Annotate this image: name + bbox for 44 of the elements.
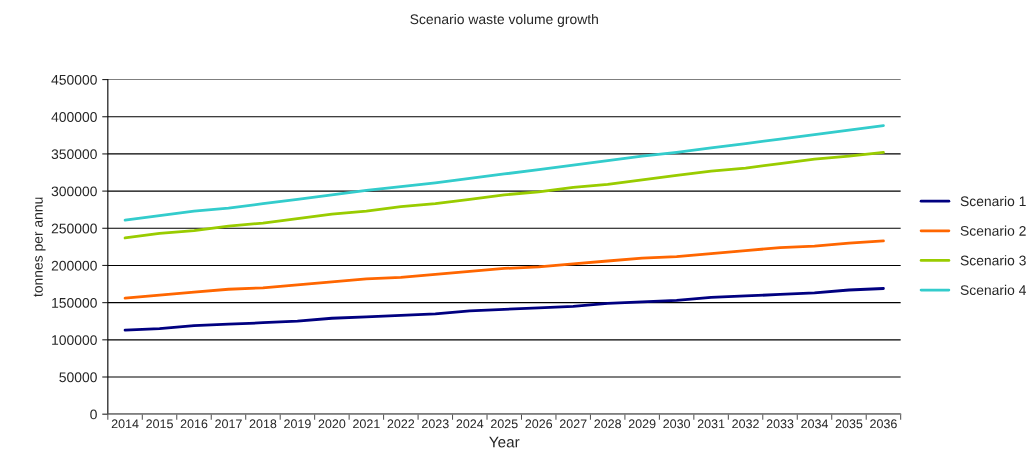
- line-series: [123, 151, 885, 240]
- x-tick-label: 2026: [525, 419, 553, 429]
- x-axis-title: Year: [489, 436, 520, 448]
- x-tick-label: 2035: [835, 419, 863, 429]
- line-series: [123, 287, 885, 332]
- y-tick-label: 300000: [51, 186, 97, 197]
- y-tick-label: 350000: [51, 149, 97, 160]
- x-tick-label: 2022: [387, 419, 415, 429]
- x-tick-label: 2021: [353, 419, 380, 429]
- y-axis-title: tonnes per annu: [33, 197, 46, 297]
- x-tick-label: 2016: [180, 419, 208, 429]
- x-tick-label: 2020: [318, 419, 346, 429]
- legend-label: Scenario 3: [960, 255, 1026, 266]
- x-tick-label: 2032: [732, 419, 759, 429]
- legend-label: Scenario 1: [960, 195, 1026, 207]
- x-tick-label: 2031: [697, 419, 725, 429]
- y-tick-label: 150000: [52, 297, 97, 308]
- y-tick-label: 200000: [51, 260, 97, 271]
- x-tick-label: 2029: [628, 419, 656, 429]
- chart-title: Scenario waste volume growth: [410, 13, 598, 27]
- x-tick-label: 2023: [422, 419, 449, 429]
- x-tick-label: 2033: [766, 419, 794, 429]
- x-tick-label: 2017: [215, 419, 242, 429]
- y-tick-label: 50000: [59, 372, 97, 383]
- legend-label: Scenario 2: [960, 225, 1026, 236]
- y-tick-label: 250000: [51, 223, 97, 234]
- legend-label: Scenario 4: [960, 284, 1026, 296]
- x-tick-label: 2027: [559, 419, 587, 429]
- x-tick-label: 2028: [594, 419, 622, 429]
- x-tick-label: 2014: [111, 419, 139, 429]
- x-tick-label: 2024: [456, 419, 484, 429]
- x-tick-label: 2019: [284, 419, 311, 429]
- x-tick-label: 2030: [663, 419, 691, 429]
- x-tick-label: 2036: [870, 419, 897, 429]
- x-tick-label: 2025: [490, 419, 518, 429]
- x-tick-label: 2018: [249, 419, 277, 429]
- line-series: [123, 239, 885, 300]
- x-tick-label: 2015: [146, 419, 173, 429]
- x-tick-label: 2034: [801, 419, 829, 429]
- line-series: [123, 124, 885, 222]
- y-tick-label: 0: [90, 409, 97, 420]
- y-tick-label: 450000: [51, 74, 97, 85]
- y-tick-label: 100000: [52, 335, 97, 345]
- y-tick-label: 400000: [51, 112, 97, 122]
